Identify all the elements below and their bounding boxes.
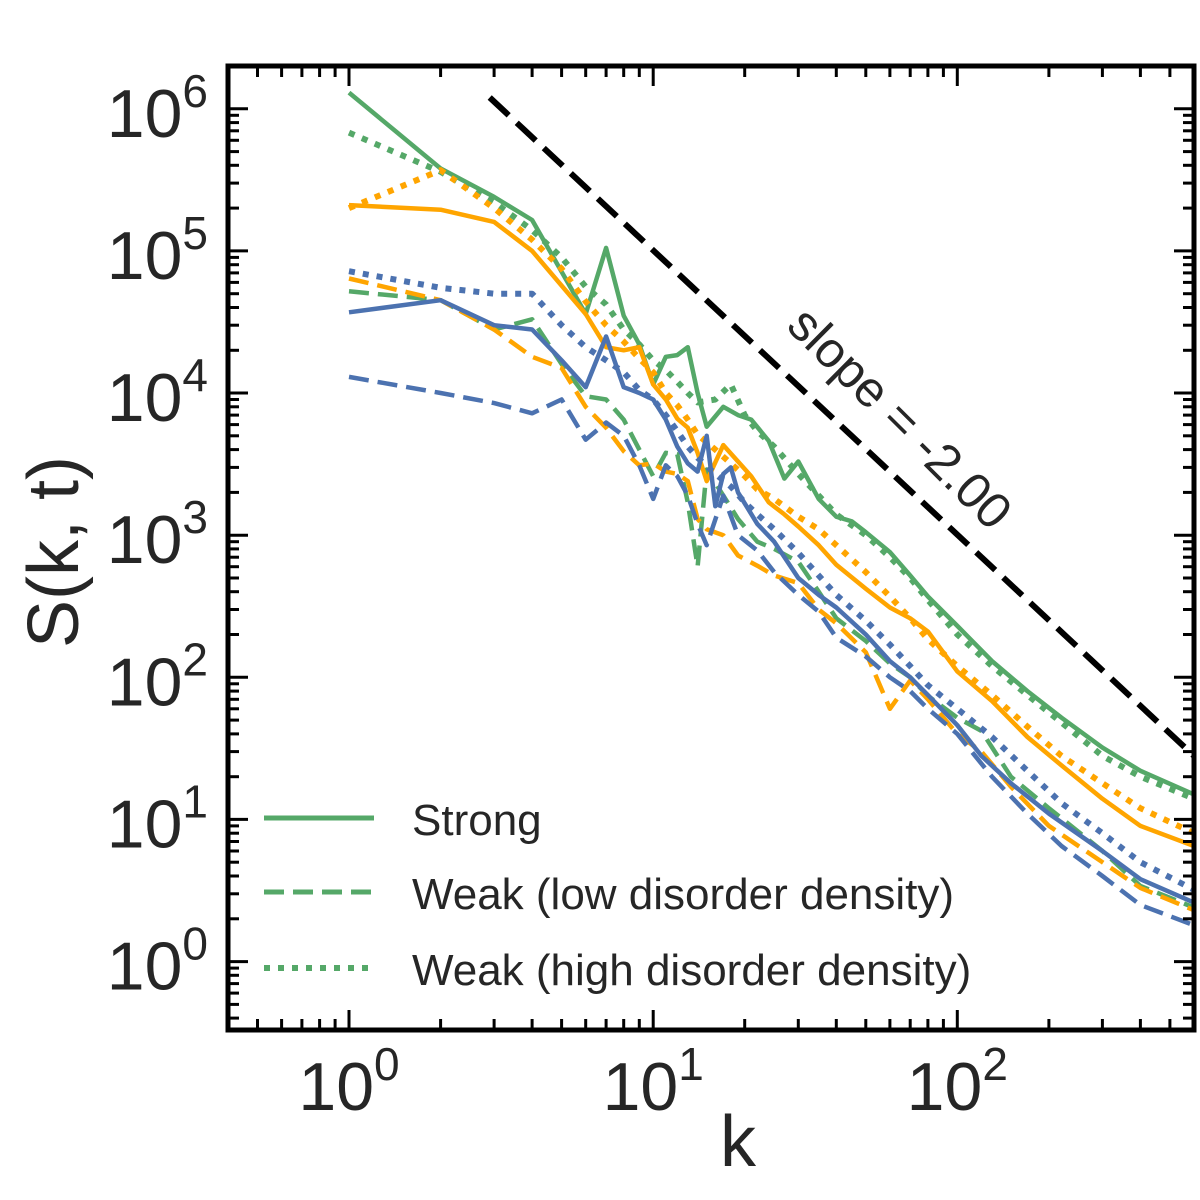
series-group — [347, 90, 1194, 928]
x-tick-label-exp-0: 0 — [374, 1038, 400, 1090]
series-line-2 — [347, 129, 1194, 802]
y-tick-label-6: 106 — [107, 65, 208, 152]
x-tick-label-exp-2: 2 — [982, 1038, 1008, 1090]
y-tick-label-base-2: 10 — [107, 644, 183, 720]
y-tick-label-exp-3: 3 — [182, 491, 208, 543]
legend-label-weak-high: Weak (high disorder density) — [412, 946, 971, 995]
y-tick-label-3: 103 — [107, 491, 208, 578]
x-tick-label-2: 102 — [907, 1038, 1008, 1125]
series-line-6 — [348, 297, 1194, 905]
y-tick-label-0: 100 — [107, 918, 208, 1005]
y-tick-label-1: 101 — [107, 775, 208, 862]
series-line-0 — [347, 90, 1194, 797]
y-tick-label-5: 105 — [107, 207, 208, 294]
x-tick-label-base-2: 10 — [907, 1049, 983, 1125]
series-line-1 — [348, 289, 1194, 910]
y-tick-label-exp-2: 2 — [182, 633, 208, 685]
reference-slope-line — [487, 95, 1194, 759]
y-axis-label: S(k, t) — [14, 456, 94, 648]
x-tick-label-base-1: 10 — [603, 1049, 679, 1125]
x-tick-label-base-0: 10 — [298, 1049, 374, 1125]
reference-line-group — [487, 95, 1194, 759]
x-tick-labels: 100 101 102 — [298, 1038, 1008, 1125]
y-tick-label-base-6: 10 — [107, 76, 183, 152]
y-tick-label-exp-1: 1 — [182, 775, 208, 827]
x-tick-label-exp-1: 1 — [678, 1038, 704, 1090]
series-line-5 — [347, 167, 1194, 836]
x-tick-label-0: 100 — [298, 1038, 399, 1125]
y-tick-label-base-5: 10 — [107, 218, 183, 294]
x-axis-label: k — [720, 1102, 757, 1182]
y-tick-label-base-0: 10 — [107, 929, 183, 1005]
legend-label-strong: Strong — [412, 796, 542, 845]
y-tick-label-exp-0: 0 — [182, 918, 208, 970]
series-line-7 — [348, 374, 1194, 928]
y-tick-label-exp-5: 5 — [182, 207, 208, 259]
x-tick-label-1: 101 — [603, 1038, 704, 1125]
y-tick-label-exp-6: 6 — [182, 65, 208, 117]
y-tick-label-base-3: 10 — [107, 502, 183, 578]
plot-background — [228, 66, 1194, 1030]
plot-frame — [225, 63, 1197, 1033]
y-tick-label-exp-4: 4 — [182, 349, 208, 401]
legend-label-weak-low: Weak (low disorder density) — [412, 870, 954, 919]
legend: Strong Weak (low disorder density) Weak … — [264, 796, 971, 995]
y-tick-label-base-1: 10 — [107, 786, 183, 862]
series-line-8 — [348, 268, 1194, 893]
y-tick-label-2: 102 — [107, 633, 208, 720]
y-tick-label-4: 104 — [107, 349, 208, 436]
y-tick-label-base-4: 10 — [107, 360, 183, 436]
